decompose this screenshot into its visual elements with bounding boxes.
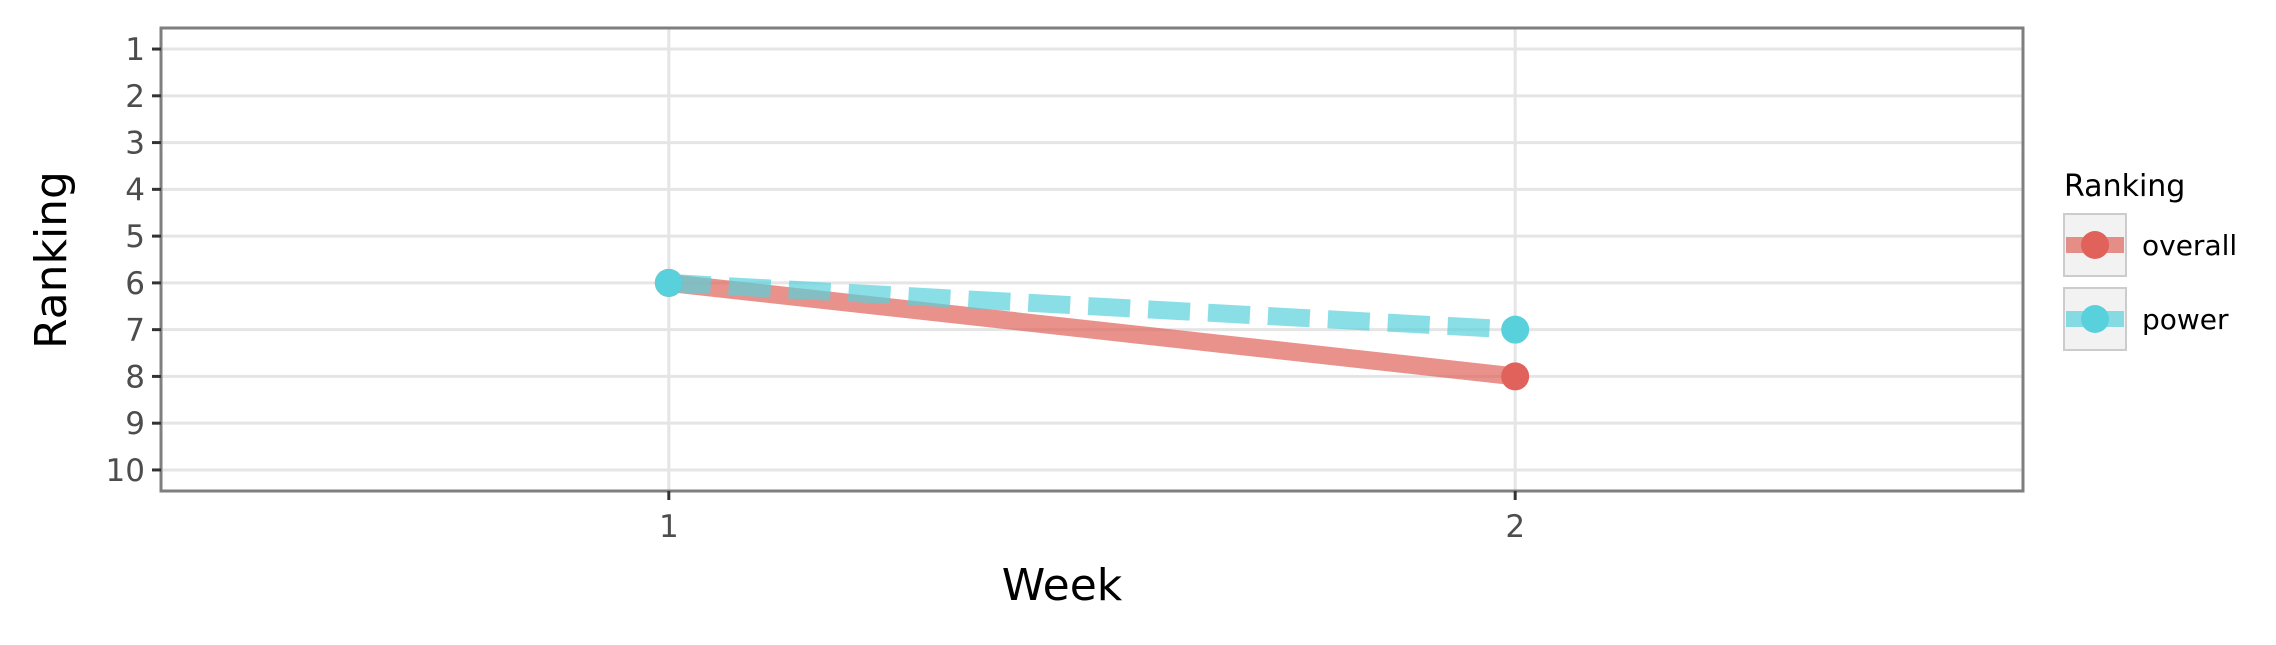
plot-border	[159, 26, 2025, 493]
y-tick-label: 8	[125, 359, 145, 395]
legend-label: overall	[2142, 229, 2237, 262]
y-tick-label: 2	[125, 79, 145, 115]
y-tick-label: 1	[125, 32, 145, 68]
axis-layer: 1 2 3 4 5 6 7 8 9 10 1 2	[106, 32, 1526, 545]
grid-layer	[161, 28, 2023, 491]
series-line-power	[668, 273, 1516, 339]
y-tick-label: 4	[125, 172, 145, 208]
x-tick-label: 1	[659, 509, 679, 545]
legend-title: Ranking	[2064, 169, 2185, 204]
y-tick-label: 10	[106, 453, 145, 489]
legend: Ranking overall power	[2063, 169, 2237, 351]
series-layer	[654, 268, 1530, 391]
legend-key-point	[2081, 231, 2109, 259]
data-point-power	[1501, 315, 1530, 344]
y-axis-label: Ranking	[26, 171, 77, 349]
y-tick-label: 3	[125, 126, 145, 162]
y-tick-label: 7	[125, 313, 145, 349]
data-point-power	[654, 268, 683, 297]
x-tick-label: 2	[1505, 509, 1525, 545]
x-axis-label: Week	[1002, 560, 1123, 611]
legend-label: power	[2142, 303, 2229, 336]
y-tick-label: 9	[125, 406, 145, 442]
data-point-overall	[1501, 362, 1530, 391]
y-tick-label: 6	[125, 266, 145, 302]
legend-key-point	[2081, 305, 2109, 333]
plot-panel	[161, 28, 2023, 491]
y-tick-label: 5	[125, 219, 145, 255]
